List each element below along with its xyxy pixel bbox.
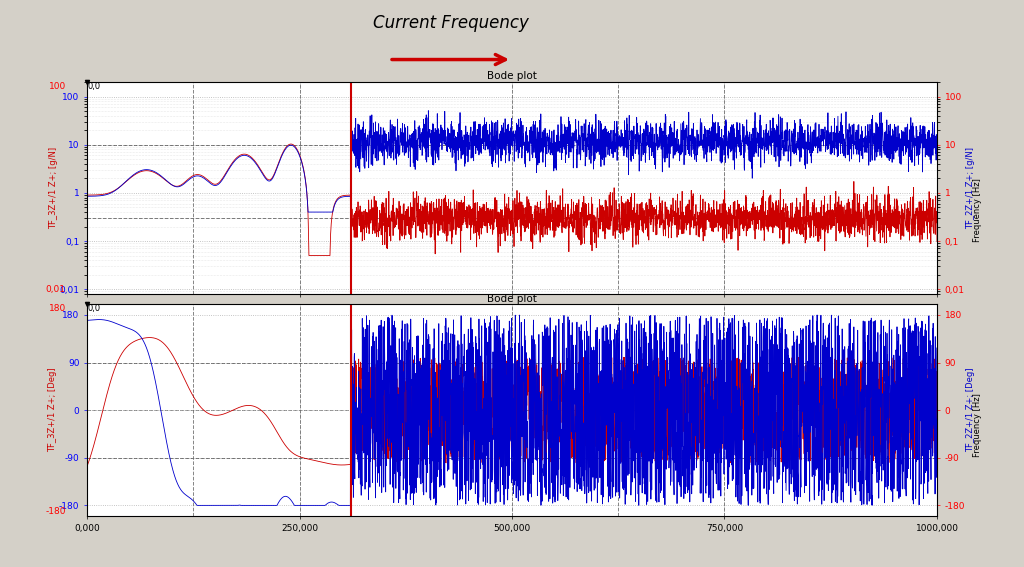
- Text: 100: 100: [48, 82, 66, 91]
- Y-axis label: TF_2Z+/1 Z+; [g/N]: TF_2Z+/1 Z+; [g/N]: [966, 147, 975, 229]
- Title: Bode plot: Bode plot: [487, 294, 537, 303]
- Text: 0,0: 0,0: [88, 82, 101, 91]
- Text: Frequency [Hz]: Frequency [Hz]: [974, 178, 982, 242]
- Text: -180: -180: [45, 507, 66, 516]
- Title: Bode plot: Bode plot: [487, 71, 537, 82]
- Text: 180: 180: [48, 304, 66, 314]
- Y-axis label: TF_3Z+/1 Z+; [Deg]: TF_3Z+/1 Z+; [Deg]: [48, 368, 57, 452]
- Text: Current Frequency: Current Frequency: [373, 14, 528, 32]
- Y-axis label: TF_2Z+/1 Z+; [Deg]: TF_2Z+/1 Z+; [Deg]: [967, 368, 976, 452]
- Text: Frequency [Hz]: Frequency [Hz]: [974, 393, 982, 457]
- Y-axis label: TF_3Z+/1 Z+; [g/N]: TF_3Z+/1 Z+; [g/N]: [49, 147, 58, 229]
- Text: 0,01: 0,01: [46, 285, 66, 294]
- Text: 0,0: 0,0: [88, 304, 101, 314]
